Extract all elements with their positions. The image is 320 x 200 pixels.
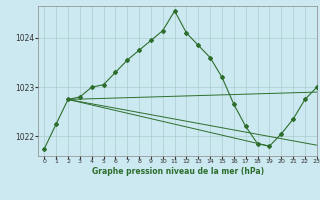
X-axis label: Graphe pression niveau de la mer (hPa): Graphe pression niveau de la mer (hPa) [92, 167, 264, 176]
